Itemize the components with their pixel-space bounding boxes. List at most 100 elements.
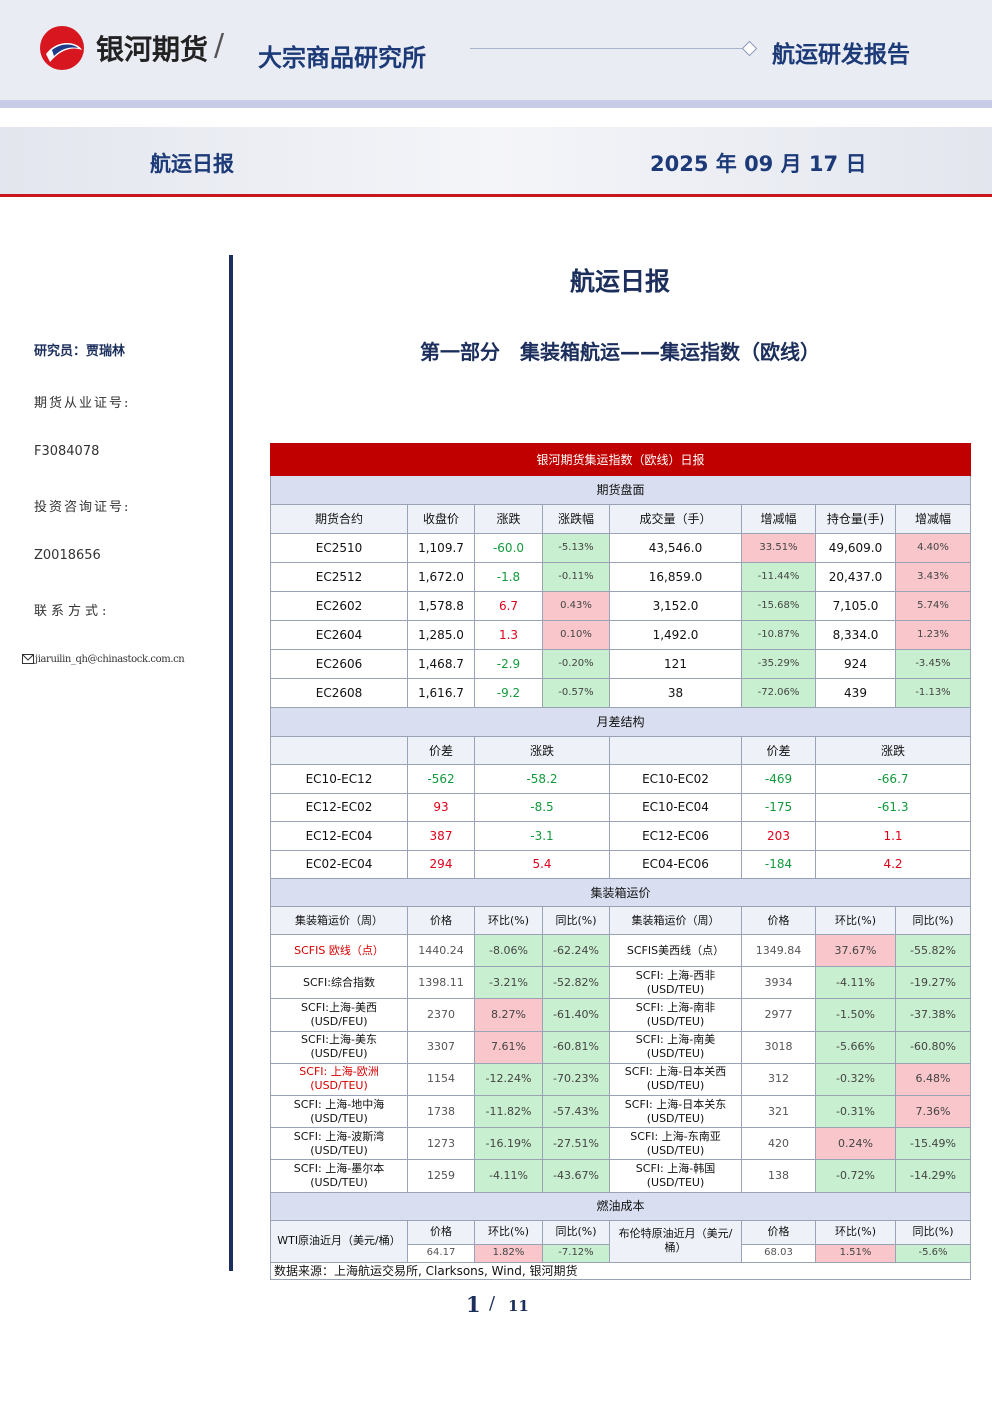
cell: -5.13% (542, 533, 610, 563)
table-row: 银河期货集运指数（欧线）日报 (269, 443, 972, 476)
cell: SCFI: 上海-东南亚 (USD/TEU) (609, 1127, 742, 1161)
cell: -60.80% (894, 1030, 972, 1064)
cell: -37.38% (894, 998, 972, 1032)
cell: -0.72% (815, 1159, 896, 1193)
cell: 1,616.7 (407, 678, 475, 708)
table-row: SCFI: 上海-墨尔本 (USD/TEU) 1259 -4.11% -43.67% S… (270, 1159, 972, 1193)
cell: 1440.24 (407, 933, 475, 968)
cell: 3307 (407, 1030, 475, 1064)
institute: 大宗商品研究所 (258, 44, 426, 72)
cell: SCFI: 上海-墨尔本 (USD/TEU) (270, 1159, 408, 1193)
table-row: EC2512 1,672.0 -1.8 -0.11% 16,859.0 -11.44% 20… (270, 562, 972, 592)
table-row: 64.17 1.82% -7.12% 68.03 1.51% -5.6% (271, 1243, 972, 1263)
cell: 1,468.7 (407, 649, 475, 679)
cell: 420 (741, 1127, 816, 1161)
table-row: 集装箱运价 (269, 878, 972, 907)
cell: 0.24% (815, 1127, 896, 1161)
section-header: 月差结构 (269, 707, 972, 737)
sidebar-rule (229, 255, 233, 1271)
cell: 1,285.0 (407, 620, 475, 650)
cell: -469 (741, 764, 816, 794)
cell: -0.57% (542, 678, 610, 708)
cell: 8,334.0 (815, 620, 896, 650)
table-row: WTI原油近月（美元/桶） 价格 环比(%) 同比(%) 布伦特原油近月（美元/ 桶）价… (270, 1219, 972, 1263)
column-header: 价差 (741, 736, 816, 765)
section-header: 燃油成本 (269, 1191, 972, 1221)
source-note: 数据来源：上海航运交易所, Clarksons, Wind, 银河期货 (269, 1261, 972, 1280)
cell: -1.50% (815, 998, 896, 1032)
table-row: SCFI: 上海-波斯湾 (USD/TEU) 1273 -16.19% -27.51%… (270, 1127, 972, 1161)
cell: 1259 (407, 1159, 475, 1193)
table-row: EC2608 1,616.7 -9.2 -0.57% 38 -72.06% 439 -1.13… (270, 678, 972, 708)
cell: 5.74% (894, 591, 972, 621)
cell: 6.48% (894, 1062, 972, 1096)
column-header: 持仓量(手) (815, 504, 896, 534)
table-title: 银河期货集运指数（欧线）日报 (269, 443, 972, 476)
cell: -3.21% (474, 966, 543, 1000)
cell: 3,152.0 (609, 591, 742, 621)
column-header: 价差 (407, 736, 475, 765)
cell: -62.24% (542, 933, 610, 968)
table-row: EC2510 1,109.7 -60.0 -5.13% 43,546.0 33.51% 49… (270, 533, 972, 563)
divider: / (214, 28, 225, 63)
daily-table: 银河期货集运指数（欧线）日报 期货盘面 期货合约 收盘价 涨跌 涨跌幅 成交量（手） 增减幅持… (269, 443, 972, 1280)
cell: 294 (407, 849, 475, 879)
cell: 7.36% (894, 1094, 972, 1129)
table-row: EC12-EC02 93 -8.5 EC10-EC04 -175 -61.3 (270, 792, 972, 822)
column-header: 价格 (407, 1219, 475, 1245)
cell: EC12-EC04 (270, 821, 408, 851)
page-separator: / (489, 1293, 496, 1314)
cell: 924 (815, 649, 896, 679)
cell: 5.4 (474, 849, 610, 879)
email: jiaruilin_qh@chinastock.com.cn (35, 654, 185, 665)
cell: -4.11% (474, 1159, 543, 1193)
column-header: 涨跌 (814, 736, 972, 765)
report-type: 航运研发报告 (772, 42, 910, 68)
cell: 64.17 (407, 1243, 475, 1263)
cell: -9.2 (474, 678, 543, 708)
cell: -1.8 (474, 562, 543, 592)
section-header: 集装箱运价 (269, 878, 972, 907)
consult-label: 投资咨询证号: (34, 500, 131, 515)
cell: 121 (609, 649, 742, 679)
main-title: 航运日报 (569, 267, 670, 296)
cell: SCFI: 上海-日本关西 (USD/TEU) (609, 1062, 742, 1096)
cell: SCFI: 上海-西非 (USD/TEU) (609, 966, 742, 1000)
cell: 1.82% (474, 1243, 543, 1263)
contact-label: 联系方式: (34, 604, 111, 619)
cell: -58.2 (474, 764, 610, 794)
cell: EC04-EC06 (609, 849, 742, 879)
cell: 0.10% (542, 620, 610, 650)
cell: EC12-EC06 (609, 821, 742, 851)
column-header: 收盘价 (407, 504, 475, 534)
table-row: EC10-EC12 -562 -58.2 EC10-EC02 -469 -66.7 (270, 764, 972, 794)
cell: -52.82% (542, 966, 610, 1000)
cell: -0.20% (542, 649, 610, 679)
cell: EC2512 (270, 562, 408, 592)
cell: EC10-EC04 (609, 792, 742, 822)
cell: 1.1 (814, 821, 972, 851)
cell: SCFIS美西线（点） (609, 933, 742, 968)
cell: -60.0 (474, 533, 543, 563)
cell: EC02-EC04 (270, 849, 408, 879)
cell: SCFI: 上海-日本关东 (USD/TEU) (609, 1094, 742, 1129)
mail-icon (22, 654, 34, 664)
cell: SCFI: 上海-地中海 (USD/TEU) (270, 1094, 408, 1129)
cell: EC2602 (270, 591, 408, 621)
cell: SCFIS 欧线（点） (270, 933, 408, 968)
cell: 20,437.0 (815, 562, 896, 592)
cell: -70.23% (542, 1062, 610, 1096)
cell: -19.27% (894, 966, 972, 1000)
cell: 1738 (407, 1094, 475, 1129)
cell: 1273 (407, 1127, 475, 1161)
banner-date: 2025 年 09 月 17 日 (650, 152, 867, 176)
cell: 1,109.7 (407, 533, 475, 563)
column-header: 涨跌 (474, 504, 543, 534)
cell: -5.66% (815, 1030, 896, 1064)
table-row: EC2604 1,285.0 1.3 0.10% 1,492.0 -10.87% 8,334… (270, 620, 972, 650)
cell: EC2510 (270, 533, 408, 563)
cell: -5.6% (894, 1243, 972, 1263)
column-header: 同比(%) (894, 1219, 972, 1245)
column-header: 期货合约 (270, 504, 408, 534)
